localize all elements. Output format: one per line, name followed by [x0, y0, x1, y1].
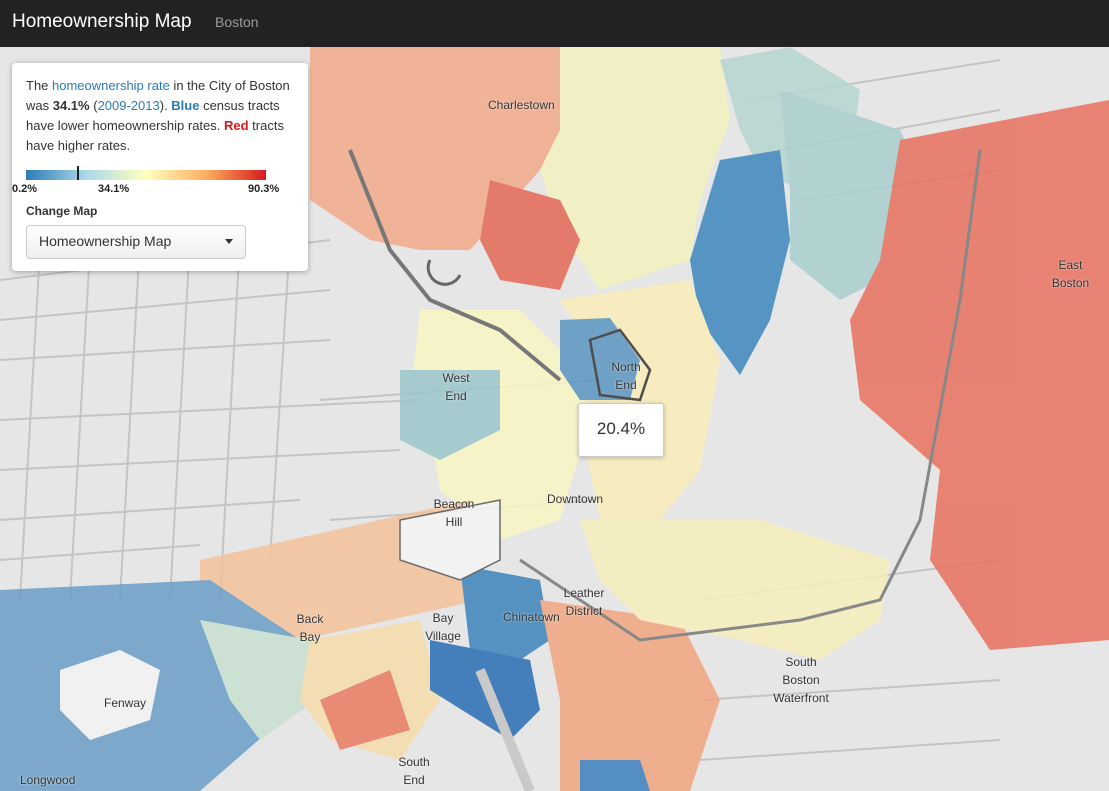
tract-back-bay-south[interactable]	[200, 620, 330, 740]
intro-text-mid2: census tracts have lower homeownership r…	[26, 98, 280, 133]
navbar: Homeownership Map Boston	[0, 0, 1109, 47]
tract-chinatown[interactable]	[460, 565, 550, 660]
legend-mid-label: 34.1%	[98, 183, 130, 195]
tract-west-end[interactable]	[400, 370, 500, 460]
legend-city-marker	[77, 166, 79, 180]
map-canvas[interactable]	[0, 47, 1109, 791]
label-chinatown: Chinatown	[503, 610, 560, 624]
legend-max-label: 90.3%	[248, 183, 280, 195]
label-back-bay: Back Bay	[296, 612, 324, 644]
label-bay-village: Bay Village	[425, 611, 461, 643]
nav-link-boston[interactable]: Boston	[215, 14, 259, 30]
label-beacon-hill: Beacon Hill	[433, 497, 475, 529]
label-fenway: Fenway	[104, 696, 147, 710]
change-map-label: Change Map	[26, 204, 98, 218]
tract-waterfront[interactable]	[580, 520, 890, 660]
intro-text-pre: The	[26, 78, 53, 93]
tract-east-boston-airport-west[interactable]	[690, 150, 790, 375]
label-charlestown: Charlestown	[488, 98, 555, 112]
intro-text-mid: in the City of Boston was	[26, 78, 290, 113]
tract-north-end-highlight[interactable]	[588, 328, 652, 402]
census-tracts[interactable]	[0, 47, 1109, 791]
paren-open: (	[89, 98, 98, 113]
map-select-dropdown[interactable]: Homeownership Map	[26, 225, 246, 259]
city-rate-value: 34.1%	[52, 98, 90, 113]
red-keyword: Red	[224, 118, 249, 133]
map-view[interactable]: Charlestown East Boston North End West E…	[0, 47, 1109, 791]
intro-text: The homeownership rate in the City of Bo…	[26, 76, 298, 156]
tract-charlestown-south[interactable]	[480, 180, 580, 290]
intro-text-end: tracts have higher rates.	[26, 118, 284, 153]
blue-keyword: Blue	[171, 98, 200, 113]
tract-south-end-blue[interactable]	[580, 760, 650, 791]
map-select-value: Homeownership Map	[39, 233, 172, 249]
homeownership-rate-link[interactable]: homeownership rate	[52, 78, 170, 93]
label-south-end: South End	[398, 755, 430, 787]
paren-close: ).	[159, 98, 172, 113]
tract-south-end-east[interactable]	[540, 600, 720, 791]
label-downtown: Downtown	[547, 492, 604, 506]
label-longwood: Longwood	[20, 773, 76, 787]
label-west-end: West End	[442, 371, 470, 403]
fenway-park-area	[60, 650, 160, 740]
info-panel: The homeownership rate in the City of Bo…	[12, 63, 308, 271]
tract-charlestown-east[interactable]	[540, 47, 730, 290]
years-link[interactable]: 2009-2013	[97, 98, 160, 113]
tract-north-end[interactable]	[560, 318, 640, 400]
caret-down-icon	[225, 239, 233, 244]
legend-min-label: 0.2%	[12, 183, 38, 195]
highways	[348, 149, 982, 791]
tract-value-tooltip: 20.4%	[578, 403, 664, 457]
label-north-end: North End	[611, 360, 641, 392]
label-south-boston-waterfront: South Boston Waterfront	[773, 655, 829, 705]
label-east-boston: East Boston	[1051, 258, 1090, 290]
tract-east-boston[interactable]	[850, 100, 1109, 650]
legend-color-ramp	[26, 170, 266, 180]
app-title[interactable]: Homeownership Map	[12, 11, 192, 32]
tract-south-end-red[interactable]	[320, 670, 410, 750]
tract-beacon-hill-gap	[399, 499, 501, 581]
label-leather-district: Leather District	[563, 586, 605, 618]
